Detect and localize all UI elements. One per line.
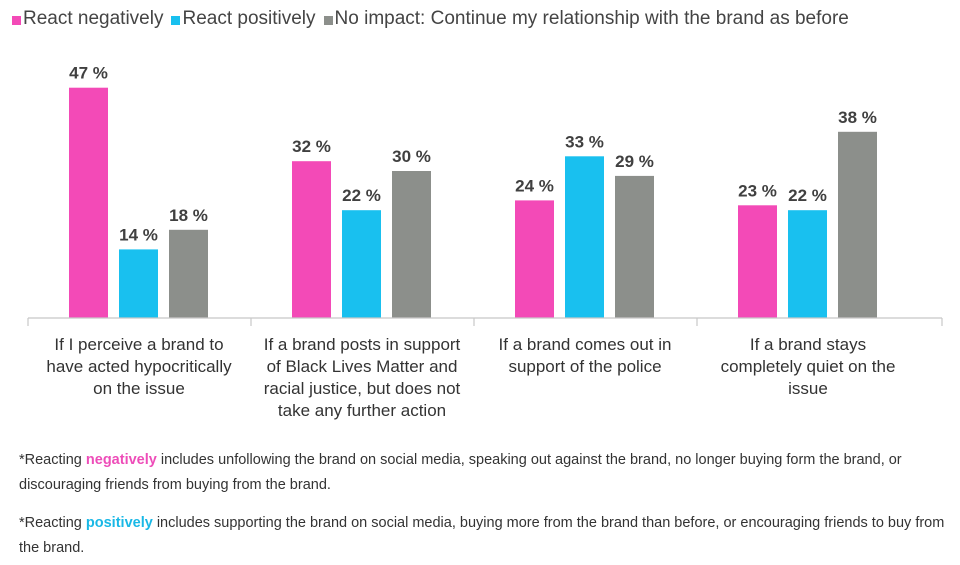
category-label-1: If I perceive a brand to have acted hypoc…	[46, 335, 232, 398]
footnote-negative-highlight: negatively	[85, 452, 157, 468]
bar-react-negatively-2	[292, 161, 331, 318]
bar-no-impact-continue-my-re-3	[615, 175, 654, 318]
data-label-react-positively-1: 14 %	[119, 225, 158, 244]
bar-react-positively-2	[342, 210, 381, 318]
data-label-no-impact-continue-my-re-1: 18 %	[169, 206, 208, 225]
chart-legend: React negatively React positively No imp…	[12, 8, 857, 30]
footnote-negative-text: includes unfollowing the brand on social…	[19, 452, 902, 493]
bar-no-impact-continue-my-re-1	[169, 229, 208, 318]
category-label-2-line-1: If a brand posts in support	[264, 335, 461, 354]
legend-swatch-neutral	[323, 15, 333, 25]
legend-label-negative: React negatively	[23, 8, 164, 29]
bar-react-negatively-4	[738, 205, 777, 318]
footnote-negative: *Reacting negatively includes unfollowin…	[19, 448, 949, 498]
legend-swatch-negative	[12, 15, 21, 25]
data-label-react-negatively-3: 24 %	[515, 176, 554, 195]
data-label-react-positively-4: 22 %	[788, 186, 827, 205]
category-label-3-line-2: support of the police	[508, 357, 661, 376]
category-label-1-line-3: on the issue	[93, 379, 185, 398]
data-label-react-negatively-1: 47 %	[69, 64, 108, 83]
footnote-positive: *Reacting positively includes supporting…	[19, 511, 949, 561]
data-label-react-negatively-2: 32 %	[292, 137, 331, 156]
footnote-positive-text: includes supporting the brand on social …	[19, 515, 945, 556]
legend-item-react-positively: React positively	[171, 8, 316, 30]
category-label-3: If a brand comes out in support of the po…	[499, 335, 672, 376]
bar-chart: 47 % 32 % 24 % 23 % 14 % 22 % 33 % 22 % 18 % 30 %…	[27, 64, 943, 420]
footnote-positive-prefix: *Reacting	[19, 515, 86, 531]
legend-item-react-negatively: React negatively	[12, 8, 163, 30]
footnote-positive-highlight: positively	[85, 515, 153, 531]
bar-react-positively-1	[119, 249, 158, 318]
data-label-react-positively-3: 33 %	[565, 132, 604, 151]
bar-no-impact-continue-my-re-2	[392, 171, 431, 318]
category-label-2-line-3: racial justice, but does not	[264, 379, 461, 398]
legend-item-no-impact: No impact: Continue my relationship with…	[323, 8, 849, 30]
data-label-no-impact-continue-my-re-4: 38 %	[838, 108, 877, 127]
category-label-4-line-2: completely quiet on the	[721, 357, 896, 376]
bar-react-positively-4	[788, 210, 827, 318]
legend-label-positive: React positively	[182, 8, 316, 29]
bar-no-impact-continue-my-re-4	[838, 131, 877, 318]
category-label-3-line-1: If a brand comes out in	[499, 335, 672, 354]
category-label-1-line-2: have acted hypocritically	[46, 357, 232, 376]
category-label-4-line-3: issue	[788, 379, 828, 398]
legend-swatch-positive	[171, 15, 181, 25]
data-label-no-impact-continue-my-re-2: 30 %	[392, 147, 431, 166]
category-label-4: If a brand stays completely quiet on the i…	[721, 335, 896, 398]
bar-react-positively-3	[565, 156, 604, 318]
category-label-2: If a brand posts in support of Black Live…	[264, 335, 461, 420]
category-label-2-line-4: take any further action	[278, 401, 446, 420]
category-label-1-line-1: If I perceive a brand to	[54, 335, 223, 354]
bar-react-negatively-1	[69, 87, 108, 318]
data-label-react-negatively-4: 23 %	[738, 181, 777, 200]
category-label-4-line-1: If a brand stays	[750, 335, 866, 354]
bar-react-negatively-3	[515, 200, 554, 318]
legend-label-neutral: No impact: Continue my relationship with…	[334, 8, 849, 29]
data-label-react-positively-2: 22 %	[342, 186, 381, 205]
category-label-2-line-2: of Black Lives Matter and	[267, 357, 458, 376]
footnote-negative-prefix: *Reacting	[19, 452, 86, 468]
data-label-no-impact-continue-my-re-3: 29 %	[615, 152, 654, 171]
